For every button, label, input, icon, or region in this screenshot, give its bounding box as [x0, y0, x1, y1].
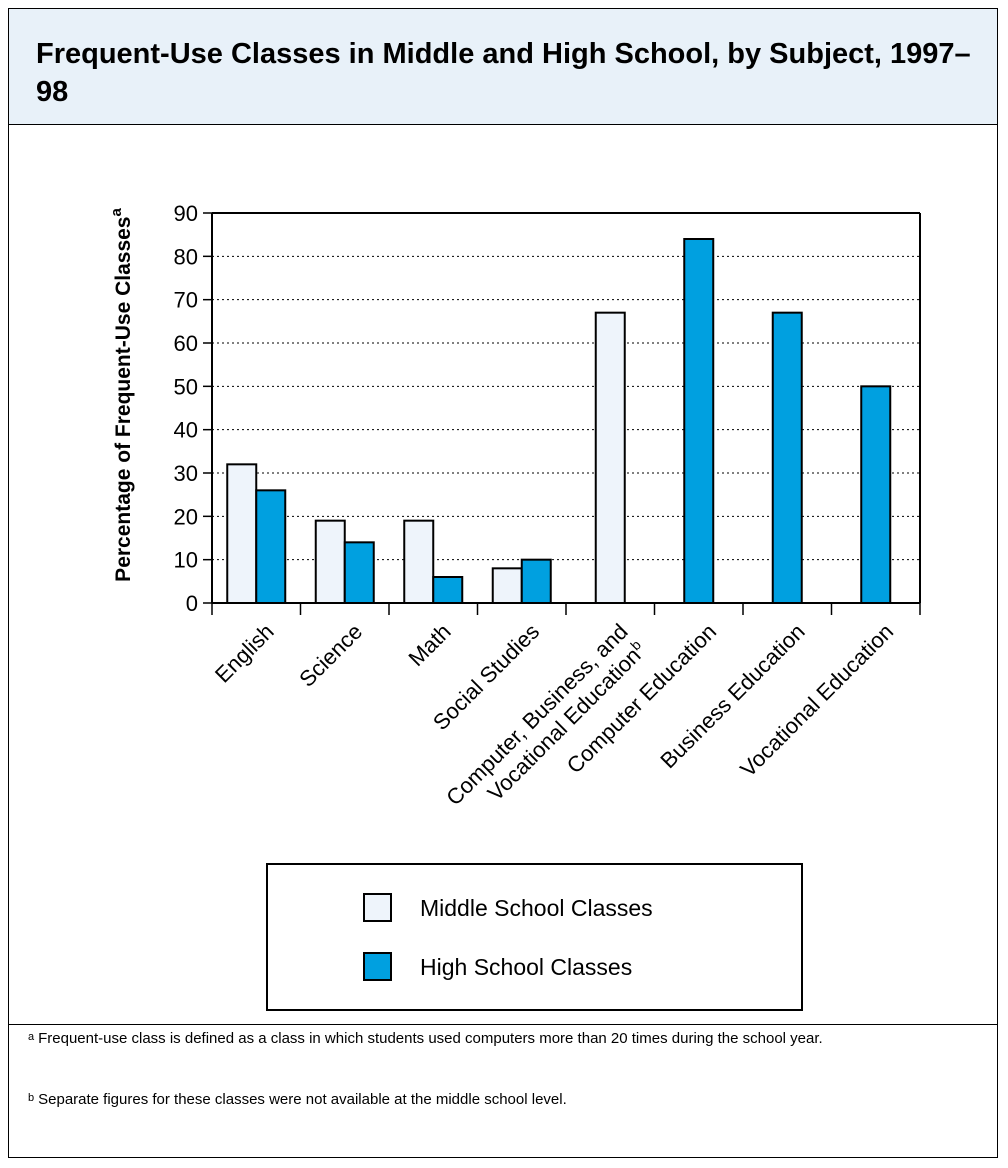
bar-middle-school: [594, 311, 626, 604]
footnote-a: a Frequent-use class is defined as a clas…: [28, 1029, 960, 1048]
footnote-a-marker: a: [28, 1031, 35, 1043]
x-tick-label: Business Education: [655, 619, 809, 773]
bar-high-school: [771, 311, 803, 604]
y-tick-label: 30: [174, 461, 198, 486]
bars: [226, 238, 892, 605]
legend-swatch-high: [363, 952, 392, 981]
legend: Middle School Classes High School Classes: [266, 863, 803, 1011]
axes: [211, 212, 921, 615]
x-tick-label: Vocational Education: [735, 619, 898, 782]
bar-high-school: [255, 489, 287, 605]
bar-middle-school: [403, 519, 435, 605]
x-tick-label: Computer, Business, and: [441, 619, 632, 810]
y-tick-label: 0: [186, 591, 198, 616]
y-axis-label: Percentage of Frequent-Use Classesa: [108, 208, 135, 582]
legend-label-middle: Middle School Classes: [420, 895, 653, 921]
y-ticks: 0 10 20 30 40 50 60 70 80 90: [174, 201, 212, 616]
y-tick-label: 80: [174, 244, 198, 269]
bar-middle-school: [314, 519, 346, 605]
y-tick-label: 20: [174, 504, 198, 529]
gridlines: [212, 255, 920, 561]
notes-divider: [9, 1024, 997, 1025]
footnote-b-marker: b: [28, 1092, 35, 1104]
bar-high-school: [860, 385, 892, 605]
y-tick-label: 10: [174, 548, 198, 573]
y-tick-label: 60: [174, 331, 198, 356]
y-tick-label: 70: [174, 288, 198, 313]
bar-middle-school: [226, 463, 258, 605]
bar-high-school: [683, 238, 715, 604]
y-tick-label: 50: [174, 374, 198, 399]
legend-box: [266, 863, 803, 1011]
title-box: Frequent-Use Classes in Middle and High …: [9, 9, 997, 125]
footnote-b-text: Separate figures for these classes were …: [38, 1091, 567, 1108]
y-tick-label: 40: [174, 418, 198, 443]
chart-title: Frequent-Use Classes in Middle and High …: [36, 38, 971, 108]
bar-high-school: [520, 558, 552, 605]
footnote-b: b Separate figures for these classes were…: [28, 1090, 960, 1109]
legend-label-high: High School Classes: [420, 954, 632, 980]
x-tick-label: English: [210, 619, 279, 688]
legend-swatch-middle: [363, 893, 392, 922]
x-tick-label: Science: [294, 619, 367, 692]
y-tick-label: 90: [174, 201, 198, 226]
x-tick-label: Math: [403, 619, 455, 671]
bar-high-school: [343, 541, 375, 604]
bar-high-school: [432, 576, 464, 604]
bar-middle-school: [491, 567, 523, 604]
footnote-a-text: Frequent-use class is defined as a class…: [38, 1030, 823, 1047]
